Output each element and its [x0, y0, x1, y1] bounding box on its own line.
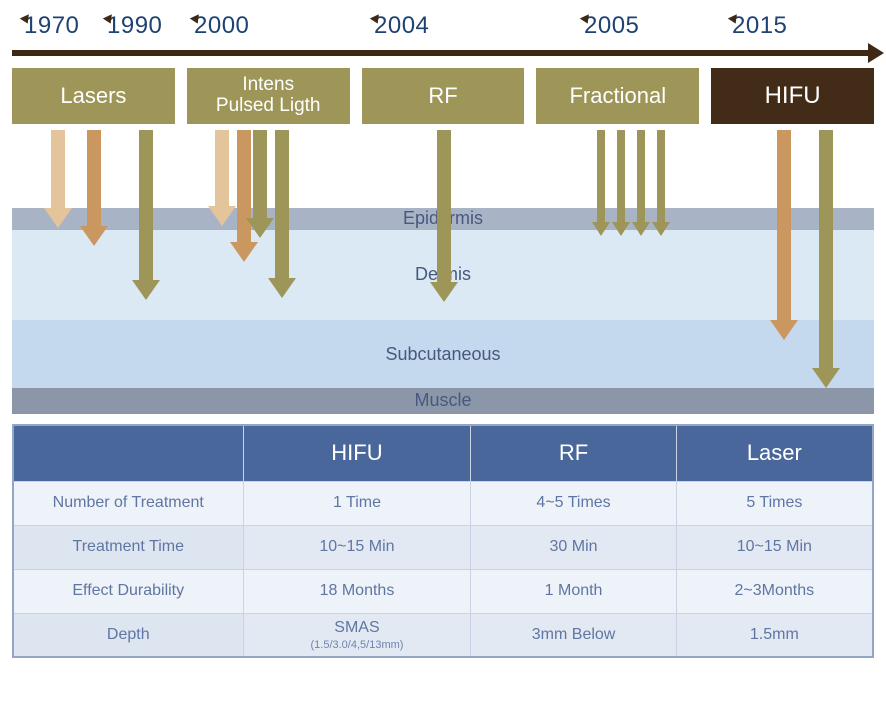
cell-hifu: 10~15 Min: [243, 525, 471, 569]
year-2005: 2005: [584, 12, 639, 40]
technology-row: Lasers Intens Pulsed Ligth RF Fractional…: [12, 68, 874, 124]
cell-laser: 2~3Months: [676, 569, 873, 613]
table-row: Number of Treatment1 Time4~5 Times5 Time…: [13, 481, 873, 525]
tech-lasers: Lasers: [12, 68, 175, 124]
row-label: Depth: [13, 613, 243, 657]
cell-hifu: 1 Time: [243, 481, 471, 525]
penetration-arrow: [430, 130, 458, 302]
row-label: Effect Durability: [13, 569, 243, 613]
comparison-table: HIFU RF Laser Number of Treatment1 Time4…: [12, 424, 874, 658]
penetration-arrow: [770, 130, 798, 340]
col-rf: RF: [471, 425, 676, 481]
year-2000: 2000: [194, 12, 249, 40]
penetration-arrow: [44, 130, 72, 228]
penetration-arrow: [592, 130, 610, 236]
cell-rf: 4~5 Times: [471, 481, 676, 525]
tech-hifu: HIFU: [711, 68, 874, 124]
row-label: Treatment Time: [13, 525, 243, 569]
table-header-row: HIFU RF Laser: [13, 425, 873, 481]
cell-rf: 30 Min: [471, 525, 676, 569]
cell-hifu: 18 Months: [243, 569, 471, 613]
tech-ipl: Intens Pulsed Ligth: [187, 68, 350, 124]
penetration-arrow: [812, 130, 840, 388]
timeline-arrow: [12, 50, 874, 56]
cell-hifu: SMAS(1.5/3.0/4,5/13mm): [243, 613, 471, 657]
tech-rf: RF: [362, 68, 525, 124]
penetration-arrow: [652, 130, 670, 236]
table-row: DepthSMAS(1.5/3.0/4,5/13mm)3mm Below1.5m…: [13, 613, 873, 657]
timeline-years: 1970 1990 2000 2004 2005 2015: [12, 12, 874, 48]
penetration-arrow: [612, 130, 630, 236]
year-1970: 1970: [24, 12, 79, 40]
penetration-diagram: EpidermisDetmisSubcutaneousMuscle: [12, 130, 874, 420]
cell-hifu-subnote: (1.5/3.0/4,5/13mm): [244, 639, 471, 651]
col-hifu: HIFU: [243, 425, 471, 481]
tech-fractional: Fractional: [536, 68, 699, 124]
year-2015: 2015: [732, 12, 787, 40]
year-1990: 1990: [107, 12, 162, 40]
cell-laser: 1.5mm: [676, 613, 873, 657]
year-2004: 2004: [374, 12, 429, 40]
cell-laser: 10~15 Min: [676, 525, 873, 569]
layer-label-subcutaneous: Subcutaneous: [12, 344, 874, 365]
row-label: Number of Treatment: [13, 481, 243, 525]
table-row: Effect Durability18 Months1 Month2~3Mont…: [13, 569, 873, 613]
cell-rf: 3mm Below: [471, 613, 676, 657]
penetration-arrow: [268, 130, 296, 298]
infographic-root: 1970 1990 2000 2004 2005 2015 Lasers Int…: [0, 0, 886, 666]
col-empty: [13, 425, 243, 481]
layer-label-muscle: Muscle: [12, 390, 874, 411]
cell-rf: 1 Month: [471, 569, 676, 613]
penetration-arrow: [132, 130, 160, 300]
penetration-arrow: [632, 130, 650, 236]
col-laser: Laser: [676, 425, 873, 481]
penetration-arrow: [80, 130, 108, 246]
cell-laser: 5 Times: [676, 481, 873, 525]
table-row: Treatment Time10~15 Min30 Min10~15 Min: [13, 525, 873, 569]
